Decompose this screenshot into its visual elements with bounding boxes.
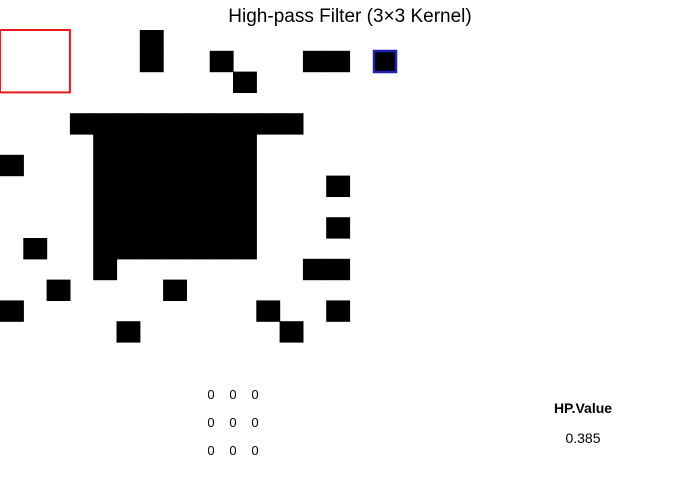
kernel-cell: 0: [207, 387, 215, 402]
grid-cell-filled: [233, 175, 257, 197]
grid-cell-filled: [326, 175, 351, 197]
grid-cell-filled: [209, 50, 234, 73]
grid-cell-filled: [163, 279, 187, 301]
kernel-cell: 0: [251, 387, 259, 402]
grid-cell-filled: [233, 196, 257, 218]
grid-cell-filled: [139, 30, 164, 52]
grid-cell-filled: [233, 217, 257, 239]
grid-cell-filled: [139, 238, 164, 260]
grid-cell-filled: [116, 238, 141, 260]
grid-cell-filled: [139, 217, 164, 239]
grid-cell-filled: [139, 134, 164, 156]
grid-cell-filled: [279, 113, 304, 135]
grid-cell-filled: [163, 154, 187, 177]
hp-value: 0.385: [565, 430, 601, 446]
grid-cell-filled: [302, 50, 327, 73]
grid-cell-filled: [163, 134, 187, 156]
grid-cell-filled: [139, 175, 164, 197]
grid-cell-filled: [93, 258, 118, 281]
grid-cell-filled: [279, 321, 304, 343]
output-pixel: [372, 49, 398, 74]
kernel-cell: 0: [207, 443, 215, 458]
grid-cell-filled: [186, 154, 211, 177]
grid-cell-filled: [23, 238, 48, 260]
grid-cell-filled: [326, 258, 351, 281]
grid-cell-filled: [46, 279, 71, 301]
grid-cell-filled: [116, 321, 141, 343]
grid-cell-filled: [139, 196, 164, 218]
grid-cell-filled: [69, 113, 94, 135]
grid-cell-filled: [326, 50, 351, 73]
hp-value-label: HP.Value: [553, 400, 613, 416]
grid-cell-filled: [326, 217, 351, 239]
grid-cell-filled: [93, 113, 118, 135]
grid-cell-filled: [163, 196, 187, 218]
grid-cell-filled: [116, 175, 141, 197]
kernel-cell: 0: [229, 387, 237, 402]
grid-cell-filled: [93, 238, 118, 260]
kernel-window-highlight: [0, 29, 71, 94]
grid-cell-filled: [209, 134, 234, 156]
grid-cell-filled: [233, 113, 257, 135]
grid-cell-filled: [209, 113, 234, 135]
grid-cell-filled: [0, 300, 24, 322]
grid-cell-filled: [116, 113, 141, 135]
grid-cell-filled: [209, 196, 234, 218]
kernel-matrix: 0 0 0 0 0 0 0 0 0: [200, 384, 266, 468]
grid-cell-filled: [139, 154, 164, 177]
grid-cell-filled: [93, 154, 118, 177]
grid-cell-filled: [186, 134, 211, 156]
grid-cell-filled: [116, 154, 141, 177]
grid-cell-filled: [163, 217, 187, 239]
grid-cell-filled: [163, 113, 187, 135]
grid-cell-filled: [209, 217, 234, 239]
grid-cell-filled: [233, 71, 257, 93]
figure-title: High-pass Filter (3×3 Kernel): [228, 6, 472, 27]
grid-cell-filled: [163, 238, 187, 260]
grid-cells: [0, 30, 351, 343]
grid-cell-filled: [209, 175, 234, 197]
kernel-cell: 0: [251, 443, 259, 458]
kernel-cell: 0: [251, 415, 259, 430]
grid-cell-filled: [116, 196, 141, 218]
grid-cell-filled: [93, 134, 118, 156]
grid-cell-filled: [163, 175, 187, 197]
grid-cell-filled: [209, 154, 234, 177]
grid-cell-filled: [186, 238, 211, 260]
grid-cell-filled: [233, 134, 257, 156]
grid-cell-filled: [93, 196, 118, 218]
grid-cell-filled: [0, 154, 24, 177]
grid-cell-filled: [326, 300, 351, 322]
grid-cell-filled: [256, 113, 281, 135]
grid-cell-filled: [186, 217, 211, 239]
grid-cell-filled: [186, 175, 211, 197]
grid-cell-filled: [186, 113, 211, 135]
grid-cell-filled: [256, 300, 281, 322]
grid-cell-filled: [93, 175, 118, 197]
grid-cell-filled: [139, 113, 164, 135]
grid-cell-filled: [209, 238, 234, 260]
grid-cell-filled: [233, 154, 257, 177]
grid-cell-filled: [116, 217, 141, 239]
grid-cell-filled: [302, 258, 327, 281]
grid-cell-filled: [116, 134, 141, 156]
grid-cell-filled: [186, 196, 211, 218]
grid-cell-filled: [139, 50, 164, 73]
kernel-cell: 0: [229, 443, 237, 458]
grid-cell-filled: [233, 238, 257, 260]
kernel-cell: 0: [207, 415, 215, 430]
kernel-cell: 0: [229, 415, 237, 430]
binary-image-grid: [0, 29, 398, 343]
grid-cell-filled: [93, 217, 118, 239]
